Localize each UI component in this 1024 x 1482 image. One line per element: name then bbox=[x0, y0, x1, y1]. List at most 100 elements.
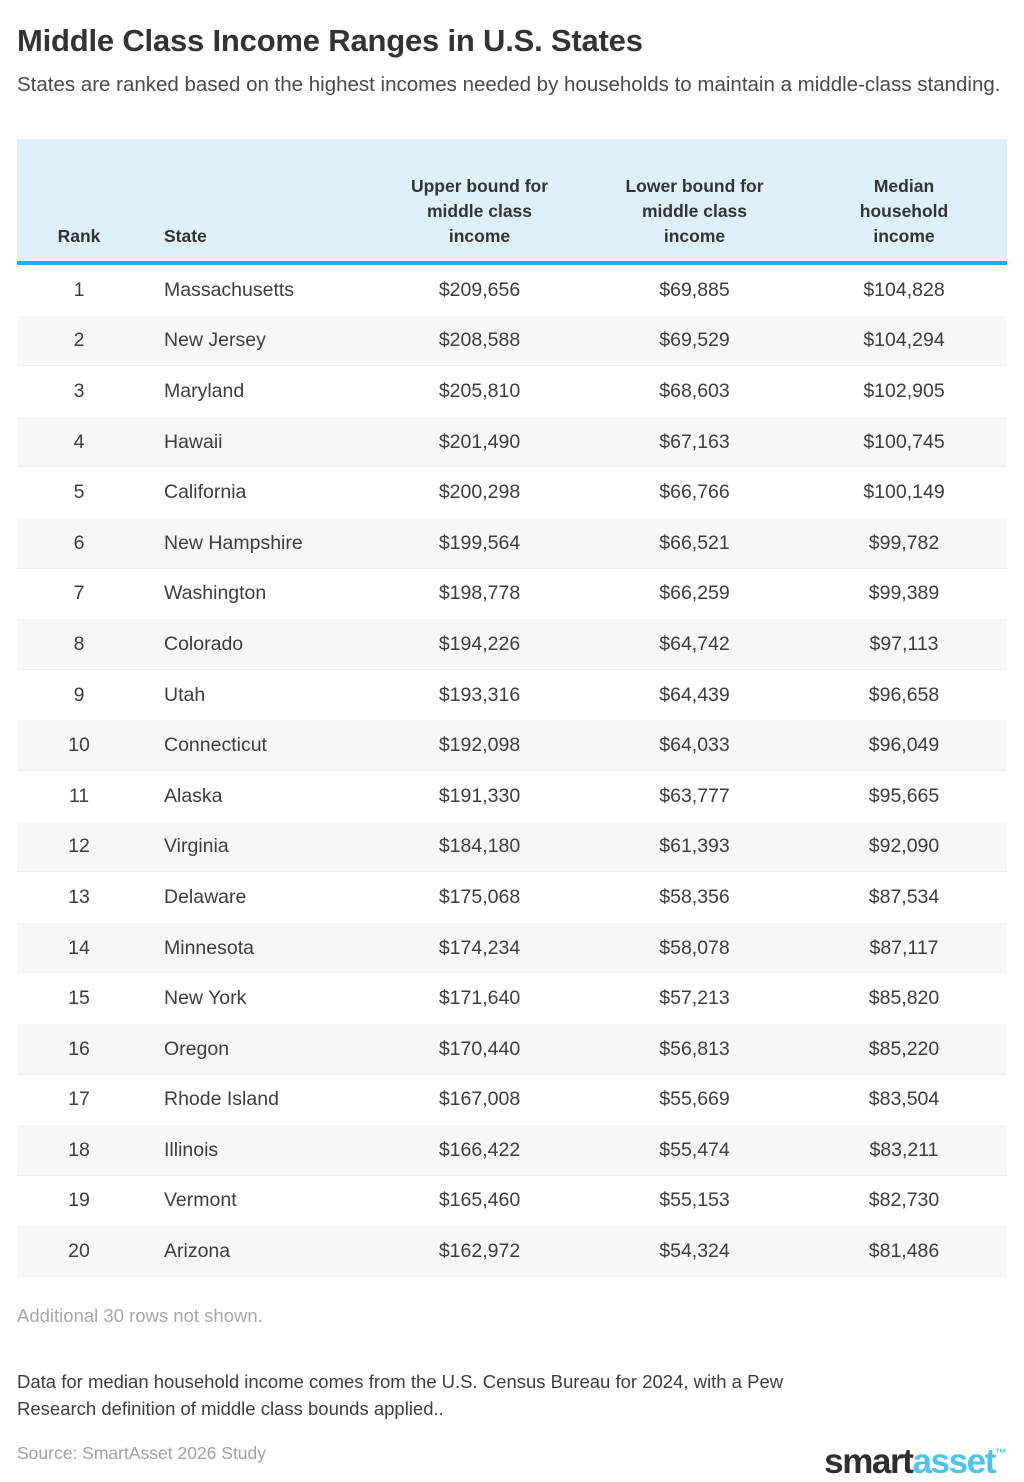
column-header-state: State bbox=[141, 139, 371, 265]
cell-rank: 18 bbox=[17, 1124, 141, 1176]
table-row: 2 New Jersey $208,588 $69,529 $104,294 bbox=[17, 314, 1007, 367]
rows-not-shown-note: Additional 30 rows not shown. bbox=[17, 1304, 263, 1326]
cell-median-income: $104,294 bbox=[801, 314, 1007, 367]
cell-state: Massachusetts bbox=[141, 262, 371, 316]
cell-lower-bound: $58,078 bbox=[588, 921, 801, 974]
cell-lower-bound: $54,324 bbox=[588, 1225, 801, 1277]
column-header-median-income-line-2: household bbox=[859, 201, 949, 221]
cell-state: Maryland bbox=[141, 365, 371, 417]
cell-rank: 17 bbox=[17, 1073, 141, 1126]
cell-lower-bound: $61,393 bbox=[588, 820, 801, 873]
column-header-state-line-1: State bbox=[164, 226, 207, 246]
table-row: 3 Maryland $205,810 $68,603 $102,905 bbox=[17, 365, 1007, 417]
cell-lower-bound: $55,669 bbox=[588, 1073, 801, 1126]
cell-upper-bound: $167,008 bbox=[371, 1073, 588, 1126]
column-header-upper-bound-line-3: income bbox=[448, 226, 511, 246]
table-row: 9 Utah $193,316 $64,439 $96,658 bbox=[17, 668, 1007, 721]
cell-state: Oregon bbox=[141, 1022, 371, 1075]
cell-upper-bound: $208,588 bbox=[371, 314, 588, 367]
table-row: 5 California $200,298 $66,766 $100,149 bbox=[17, 466, 1007, 518]
table-row: 1 Massachusetts $209,656 $69,885 $104,828 bbox=[17, 262, 1007, 316]
cell-upper-bound: $199,564 bbox=[371, 516, 588, 569]
cell-upper-bound: $166,422 bbox=[371, 1124, 588, 1176]
cell-rank: 4 bbox=[17, 415, 141, 468]
cell-lower-bound: $64,033 bbox=[588, 719, 801, 771]
cell-rank: 11 bbox=[17, 769, 141, 822]
cell-rank: 14 bbox=[17, 921, 141, 974]
column-header-upper-bound-line-1: Upper bound for bbox=[410, 176, 549, 196]
column-header-rank: Rank bbox=[17, 139, 141, 265]
cell-lower-bound: $55,474 bbox=[588, 1124, 801, 1176]
table-row: 14 Minnesota $174,234 $58,078 $87,117 bbox=[17, 921, 1007, 974]
table-row: 10 Connecticut $192,098 $64,033 $96,049 bbox=[17, 719, 1007, 771]
cell-rank: 1 bbox=[17, 262, 141, 316]
cell-median-income: $83,504 bbox=[801, 1073, 1007, 1126]
cell-state: Illinois bbox=[141, 1124, 371, 1176]
cell-median-income: $97,113 bbox=[801, 618, 1007, 670]
cell-lower-bound: $64,439 bbox=[588, 668, 801, 721]
cell-lower-bound: $66,259 bbox=[588, 567, 801, 620]
cell-upper-bound: $184,180 bbox=[371, 820, 588, 873]
cell-rank: 9 bbox=[17, 668, 141, 721]
cell-state: New Hampshire bbox=[141, 516, 371, 569]
cell-upper-bound: $200,298 bbox=[371, 466, 588, 518]
cell-upper-bound: $198,778 bbox=[371, 567, 588, 620]
cell-upper-bound: $201,490 bbox=[371, 415, 588, 468]
cell-rank: 16 bbox=[17, 1022, 141, 1075]
cell-lower-bound: $66,521 bbox=[588, 516, 801, 569]
cell-rank: 6 bbox=[17, 516, 141, 569]
cell-state: Alaska bbox=[141, 769, 371, 822]
cell-rank: 2 bbox=[17, 314, 141, 367]
cell-upper-bound: $165,460 bbox=[371, 1174, 588, 1227]
cell-median-income: $85,220 bbox=[801, 1022, 1007, 1075]
column-header-rank-line-1: Rank bbox=[57, 226, 101, 246]
cell-rank: 19 bbox=[17, 1174, 141, 1227]
column-header-upper-bound-line-2: middle class bbox=[426, 201, 533, 221]
cell-median-income: $100,149 bbox=[801, 466, 1007, 518]
cell-lower-bound: $68,603 bbox=[588, 365, 801, 417]
cell-median-income: $87,534 bbox=[801, 871, 1007, 923]
cell-state: Arizona bbox=[141, 1225, 371, 1277]
source-row: Source: SmartAsset 2026 Study smartasset… bbox=[17, 1437, 1007, 1481]
table-row: 15 New York $171,640 $57,213 $85,820 bbox=[17, 972, 1007, 1024]
cell-state: New Jersey bbox=[141, 314, 371, 367]
income-table-container: Rank State Upper bound for middle class … bbox=[17, 139, 1007, 1277]
cell-state: Virginia bbox=[141, 820, 371, 873]
cell-rank: 7 bbox=[17, 567, 141, 620]
cell-upper-bound: $205,810 bbox=[371, 365, 588, 417]
cell-state: California bbox=[141, 466, 371, 518]
smartasset-logo: smartasset™ bbox=[824, 1433, 1007, 1482]
column-header-median-income-line-3: income bbox=[873, 226, 935, 246]
source-label: Source: SmartAsset 2026 Study bbox=[17, 1442, 267, 1463]
table-row: 13 Delaware $175,068 $58,356 $87,534 bbox=[17, 871, 1007, 923]
table-row: 12 Virginia $184,180 $61,393 $92,090 bbox=[17, 820, 1007, 873]
cell-rank: 3 bbox=[17, 365, 141, 417]
page-title: Middle Class Income Ranges in U.S. State… bbox=[17, 23, 643, 58]
table-header: Rank State Upper bound for middle class … bbox=[17, 139, 1007, 265]
table-row: 16 Oregon $170,440 $56,813 $85,220 bbox=[17, 1022, 1007, 1075]
column-header-lower-bound-line-1: Lower bound for bbox=[625, 176, 764, 196]
trademark-icon: ™ bbox=[995, 1445, 1007, 1460]
column-header-upper-bound: Upper bound for middle class income bbox=[371, 139, 588, 265]
table-row: 19 Vermont $165,460 $55,153 $82,730 bbox=[17, 1174, 1007, 1227]
cell-lower-bound: $58,356 bbox=[588, 871, 801, 923]
cell-state: Colorado bbox=[141, 618, 371, 670]
cell-lower-bound: $57,213 bbox=[588, 972, 801, 1024]
cell-upper-bound: $191,330 bbox=[371, 769, 588, 822]
cell-lower-bound: $69,885 bbox=[588, 262, 801, 316]
cell-rank: 5 bbox=[17, 466, 141, 518]
cell-upper-bound: $209,656 bbox=[371, 262, 588, 316]
cell-rank: 20 bbox=[17, 1225, 141, 1277]
cell-median-income: $82,730 bbox=[801, 1174, 1007, 1227]
cell-median-income: $87,117 bbox=[801, 921, 1007, 974]
column-header-median-income: Median household income bbox=[801, 139, 1007, 265]
table-body: 1 Massachusetts $209,656 $69,885 $104,828 2 Ne… bbox=[17, 262, 1007, 1277]
cell-lower-bound: $56,813 bbox=[588, 1022, 801, 1075]
cell-lower-bound: $64,742 bbox=[588, 618, 801, 670]
table-row: 8 Colorado $194,226 $64,742 $97,113 bbox=[17, 618, 1007, 670]
page-subtitle: States are ranked based on the highest i… bbox=[17, 73, 1001, 96]
cell-state: Minnesota bbox=[141, 921, 371, 974]
column-header-lower-bound-line-2: middle class bbox=[641, 201, 748, 221]
cell-rank: 8 bbox=[17, 618, 141, 670]
